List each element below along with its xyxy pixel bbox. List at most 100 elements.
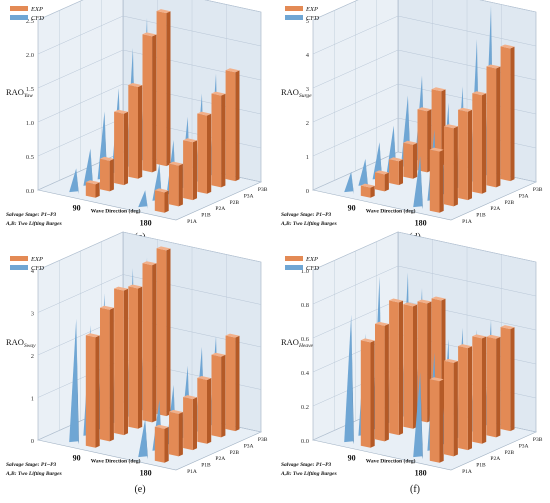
stage-note-line1: Salvage Stage: P1~P3 <box>281 462 331 468</box>
stage-note-line2: A,B: Two Lifting Barges <box>280 471 337 477</box>
y-tick-label: 1.5 <box>26 86 34 93</box>
subplot-4: 0.0 0.2 0.4 0.6 0.8 1.0 90 180 Wave Direction (d… <box>280 231 543 495</box>
exp-bar-top <box>142 261 157 266</box>
stage-label: P3B <box>258 437 268 443</box>
exp-bar-top <box>431 296 446 301</box>
y-tick-label: 2 <box>306 120 309 127</box>
y-axis-label-sub: Surge <box>299 93 312 99</box>
exp-bar-top <box>486 334 501 339</box>
exp-bar-side <box>439 379 444 463</box>
exp-bar-side <box>384 323 389 442</box>
y-axis-label: RAOSway <box>6 337 36 349</box>
cfd-cone <box>138 190 148 208</box>
exp-bar <box>100 307 110 442</box>
exp-bar-side <box>123 111 128 186</box>
exp-bar-top <box>458 107 472 112</box>
legend-label-cfd: CFD <box>31 265 44 272</box>
exp-bar-side <box>413 304 418 429</box>
stage-label: P3B <box>258 187 268 193</box>
y-tick-label: 0 <box>31 438 34 445</box>
exp-bar <box>486 336 497 438</box>
exp-bar-top <box>197 111 212 116</box>
stage-label: P2B <box>505 200 515 206</box>
exp-bar <box>197 377 207 444</box>
cfd-cone <box>83 148 93 186</box>
exp-bar-top <box>114 286 128 291</box>
cfd-cone <box>413 156 423 208</box>
y-axis-label-main: RAO <box>6 87 24 97</box>
exp-bar-top <box>183 395 197 400</box>
stage-label: P3B <box>533 437 543 443</box>
gridline <box>312 265 537 305</box>
exp-bar <box>211 93 222 188</box>
exp-bar <box>389 300 399 436</box>
exp-bar-top <box>431 87 446 92</box>
cfd-cone <box>344 171 354 193</box>
stage-note-line2: A,B: Two Lifting Barges <box>280 221 337 227</box>
y-axis-label-sub: Sway <box>24 343 36 349</box>
exp-bar <box>100 158 110 192</box>
subplot-1: 0.0 0.5 1.0 1.5 2.0 2.5 90 180 Wave Direction (d… <box>5 0 268 243</box>
cfd-cone <box>344 314 354 443</box>
exp-bar-top <box>375 321 389 326</box>
exp-bar <box>360 340 371 448</box>
exp-bar <box>375 323 385 442</box>
exp-bar <box>85 335 96 448</box>
panel-label: (e) <box>134 484 145 495</box>
exp-bar <box>169 411 179 457</box>
exp-bar-top <box>169 161 183 166</box>
exp-bar-side <box>221 93 226 188</box>
gridline <box>37 49 262 89</box>
y-tick-label: 0 <box>306 188 309 195</box>
y-axis-label-sub: Heave <box>298 343 314 349</box>
cfd-cone-shade <box>145 418 148 460</box>
y-axis-label-sub: Yaw <box>24 93 33 99</box>
exp-bar-side <box>467 109 472 201</box>
legend-swatch-cfd <box>285 265 303 270</box>
exp-bar-top <box>360 338 375 343</box>
y-axis-label-main: RAO <box>281 87 299 97</box>
y-tick-label: 1.0 <box>26 120 34 127</box>
legend-label-exp: EXP <box>305 256 318 263</box>
legend-label-exp: EXP <box>305 6 318 13</box>
gridline <box>37 0 262 21</box>
exp-bar <box>429 149 440 213</box>
cfd-cone <box>413 372 423 458</box>
legend-swatch-exp <box>10 6 28 11</box>
y-axis-label: RAOYaw <box>6 87 33 99</box>
y-tick-label: 2.5 <box>26 18 34 25</box>
exp-bar-side <box>152 34 157 173</box>
exp-bar <box>389 159 399 186</box>
exp-bar-top <box>100 305 114 310</box>
exp-bar-top <box>472 91 487 96</box>
stage-note-line2: A,B: Two Lifting Barges <box>5 471 62 477</box>
exp-bar-top <box>429 377 444 382</box>
exp-bar-side <box>164 426 169 463</box>
exp-bar-side <box>178 163 183 207</box>
exp-bar-top <box>360 183 375 188</box>
exp-bar-side <box>453 361 458 457</box>
exp-bar-side <box>413 142 418 179</box>
exp-bar-top <box>154 188 169 193</box>
y-tick-label: 4 <box>31 268 35 275</box>
exp-bar-top <box>128 284 143 289</box>
exp-bar-side <box>166 11 171 167</box>
x-axis-label: Wave Direction (deg) <box>91 208 141 215</box>
exp-bar <box>85 182 96 198</box>
panel-label: (f) <box>410 484 420 495</box>
exp-bar-top <box>403 302 418 307</box>
stage-note-line2: A,B: Two Lifting Barges <box>5 221 62 227</box>
legend-swatch-exp <box>10 256 28 261</box>
exp-bar-side <box>453 126 458 207</box>
exp-bar-top <box>211 91 226 96</box>
y-axis-label-main: RAO <box>281 337 299 347</box>
exp-bar-top <box>183 138 197 143</box>
gridline <box>37 231 262 271</box>
stage-label: P2B <box>505 450 515 456</box>
exp-bar-top <box>197 376 212 380</box>
exp-bar-side <box>235 70 240 182</box>
exp-bar-top <box>225 333 240 338</box>
exp-bar <box>183 140 193 201</box>
y-tick-label: 1 <box>306 154 309 161</box>
exp-bar-top <box>169 409 183 414</box>
